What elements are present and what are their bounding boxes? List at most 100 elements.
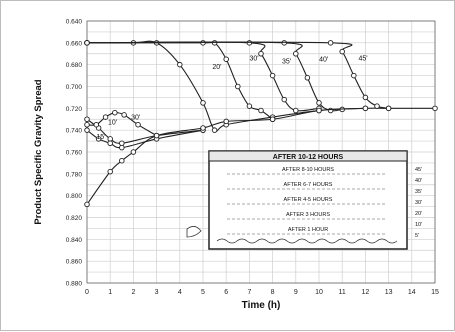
data-point (304, 75, 311, 81)
inset-label: AFTER 4-5 HOURS (284, 197, 333, 203)
curve-label: 15' (96, 134, 105, 141)
data-point (351, 72, 357, 79)
curve-label: 10' (108, 120, 117, 127)
data-point (84, 116, 90, 122)
data-point (95, 136, 102, 142)
data-point (362, 105, 369, 112)
series-3 (84, 40, 345, 114)
series-4 (84, 40, 392, 112)
data-point (258, 51, 264, 57)
data-point (84, 121, 90, 128)
inlet-icon (186, 226, 202, 238)
inset-label: AFTER 8-10 HOURS (282, 167, 334, 173)
inset-box (208, 150, 408, 250)
data-point (84, 40, 90, 46)
data-point (93, 121, 100, 128)
data-point (119, 144, 125, 151)
data-point (293, 107, 299, 114)
plot-border (86, 20, 436, 284)
data-point (385, 105, 392, 112)
curve-label: 30' (131, 114, 140, 121)
data-point (235, 83, 241, 90)
data-point (374, 103, 380, 109)
data-point (119, 157, 125, 164)
data-point (84, 201, 90, 208)
x-tick-label: 14 (408, 289, 416, 296)
curve-label: 40' (319, 56, 328, 63)
inset-diagram: AFTER 10-12 HOURS AFTER 8-10 HOURS AFTER 6… (186, 150, 422, 250)
curve-label: 45' (359, 55, 368, 62)
x-tick-label: 8 (271, 289, 275, 296)
data-point (200, 100, 206, 106)
x-tick-label: 15 (431, 289, 439, 296)
data-point (339, 48, 345, 55)
y-tick-label: 0.720 (66, 106, 83, 113)
y-tick-label: 0.640 (66, 19, 83, 26)
data-point (153, 132, 160, 139)
data-point (211, 127, 218, 133)
series-line (86, 107, 366, 205)
x-tick-label: 4 (178, 289, 182, 296)
inset-label: AFTER 6-7 HOURS (284, 182, 333, 188)
y-tick-label: 0.700 (66, 84, 83, 91)
y-tick-label: 0.740 (66, 128, 83, 135)
x-tick-label: 10 (315, 289, 323, 296)
depth-label: 45' (415, 167, 422, 173)
inset-title: AFTER 10-12 HOURS (273, 154, 344, 161)
x-tick-label: 12 (362, 289, 370, 296)
data-point (327, 107, 334, 114)
data-point (135, 121, 141, 128)
data-point (316, 100, 322, 106)
data-point (130, 149, 137, 155)
x-tick-label: 2 (131, 289, 135, 296)
depth-label: 40' (415, 178, 422, 184)
data-point (269, 116, 276, 122)
depth-label: 30' (415, 200, 422, 206)
data-point (246, 40, 253, 46)
x-axis-label: Time (h) (242, 300, 281, 311)
x-tick-label: 0 (85, 289, 89, 296)
y-tick-label: 0.800 (66, 193, 83, 200)
data-point (269, 72, 276, 79)
depth-label: 20' (415, 211, 422, 217)
y-tick-label: 0.660 (66, 40, 83, 47)
y-tick-label: 0.880 (66, 281, 83, 288)
x-tick-label: 3 (155, 289, 159, 296)
bottom-flow (216, 238, 398, 244)
data-point (102, 114, 109, 120)
data-point (246, 103, 253, 109)
x-tick-label: 11 (339, 289, 346, 296)
inset-label: AFTER 1 HOUR (288, 227, 328, 233)
data-point (112, 109, 118, 116)
y-tick-label: 0.860 (66, 259, 83, 266)
x-tick-label: 13 (385, 289, 393, 296)
data-point (107, 140, 113, 147)
data-point (121, 112, 127, 118)
inset-label: AFTER 3 HOURS (286, 212, 330, 218)
data-point (200, 125, 206, 131)
x-tick-label: 6 (224, 289, 228, 296)
data-point (432, 105, 438, 112)
depth-label: 35' (415, 189, 422, 195)
y-tick-label: 0.840 (66, 237, 83, 244)
data-point (223, 118, 229, 125)
series-8 (84, 105, 369, 208)
data-point (316, 107, 322, 114)
y-tick-label: 0.680 (66, 62, 83, 69)
curve-label: 30' (249, 55, 258, 62)
data-point (281, 96, 287, 103)
y-axis-label: Product Specific Gravity Spread (33, 79, 44, 224)
data-point (107, 136, 113, 142)
curve-label: 20' (212, 64, 221, 71)
data-point (84, 127, 90, 133)
depth-label: 10' (415, 222, 422, 228)
x-tick-label: 9 (294, 289, 298, 296)
curve-label: 35' (282, 59, 291, 66)
data-point (119, 140, 125, 147)
y-tick-label: 0.820 (66, 215, 83, 222)
data-point (258, 107, 264, 114)
data-point (327, 40, 334, 46)
data-point (177, 61, 183, 68)
